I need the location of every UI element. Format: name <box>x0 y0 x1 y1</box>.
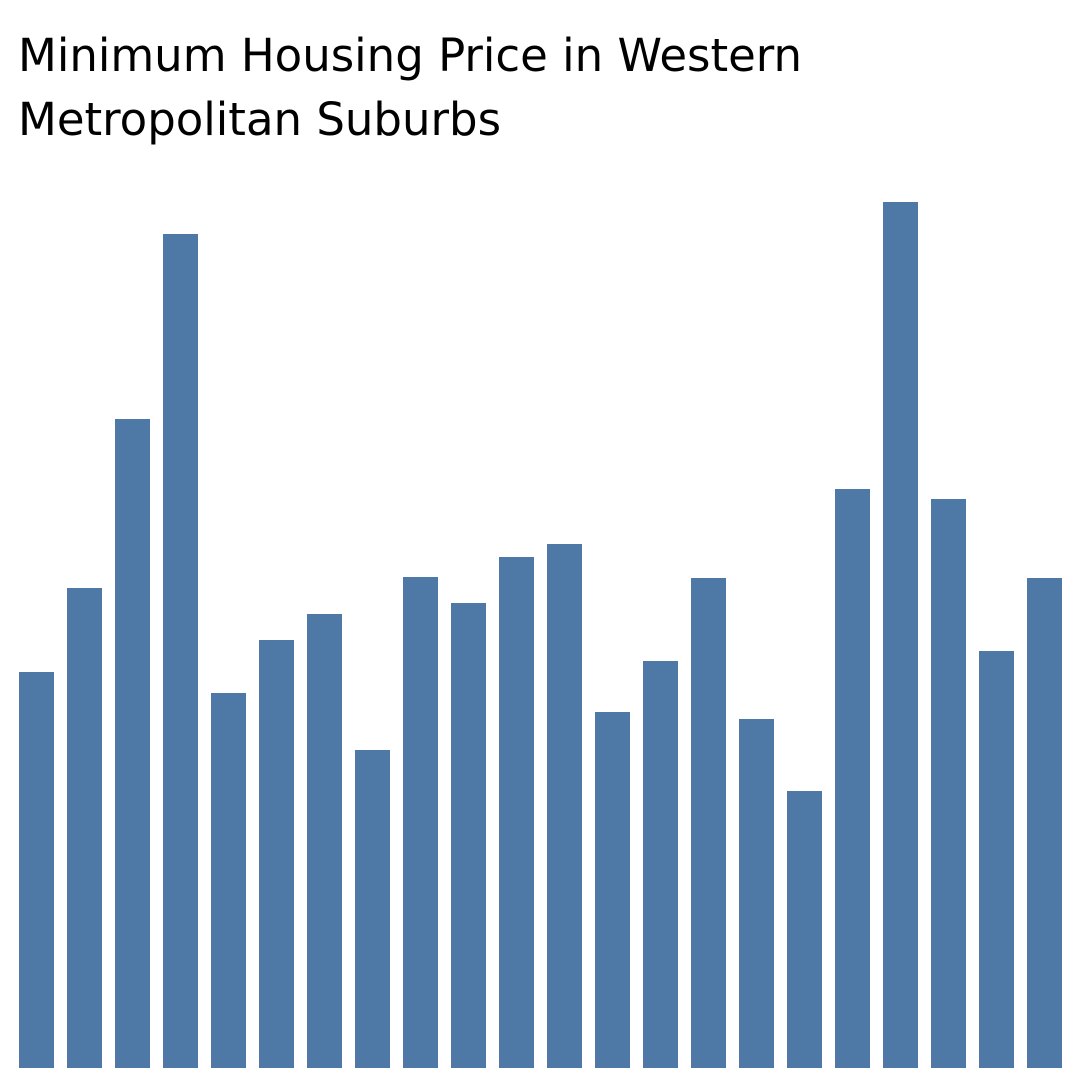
bar-21 <box>979 651 1014 1068</box>
bar-10 <box>451 603 486 1068</box>
bar-18 <box>835 489 870 1068</box>
bar-9 <box>403 577 438 1068</box>
bar-17 <box>787 791 822 1068</box>
bar-6 <box>259 640 294 1068</box>
bar-7 <box>307 614 342 1068</box>
bar-19 <box>883 202 918 1068</box>
bar-20 <box>931 499 966 1068</box>
bar-12 <box>547 544 582 1068</box>
bar-5 <box>211 693 246 1068</box>
bar-14 <box>643 661 678 1068</box>
bar-1 <box>19 672 54 1068</box>
bar-15 <box>691 578 726 1068</box>
bar-3 <box>115 419 150 1068</box>
bars-group <box>19 202 1062 1068</box>
bar-13 <box>595 712 630 1068</box>
bar-22 <box>1027 578 1062 1068</box>
bar-11 <box>499 557 534 1068</box>
bar-4 <box>163 234 198 1068</box>
bar-2 <box>67 588 102 1068</box>
bar-16 <box>739 719 774 1068</box>
chart-title: Minimum Housing Price in Western Metropo… <box>18 29 803 146</box>
bar-8 <box>355 750 390 1068</box>
